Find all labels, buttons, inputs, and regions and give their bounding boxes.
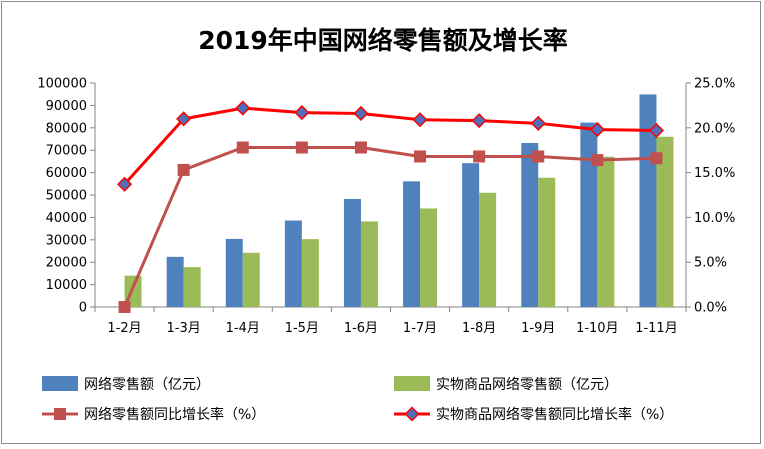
right-tick-label: 5.0%	[694, 256, 727, 271]
point-online-retail-growth-0	[118, 301, 131, 313]
legend-label-online-retail: 网络零售额（亿元）	[84, 377, 210, 393]
x-tick-label: 1-8月	[462, 321, 496, 336]
bar-online-retail-4	[343, 199, 361, 307]
point-physical-goods-growth-0	[116, 176, 133, 192]
point-online-retail-growth-6	[473, 150, 486, 163]
bar-physical-goods-7	[538, 177, 556, 307]
legend-label-online-retail-growth: 网络零售额同比增长率（%）	[84, 406, 265, 423]
bar-online-retail-8	[580, 122, 598, 307]
point-online-retail-growth-7	[532, 150, 545, 163]
legend-swatch-physical-goods	[394, 376, 430, 391]
bar-online-retail-5	[403, 181, 421, 307]
right-tick-label: 25.0%	[694, 77, 735, 92]
left-tick-label: 70000	[46, 144, 87, 159]
point-online-retail-growth-4	[354, 141, 367, 154]
right-tick-label: 20.0%	[694, 121, 735, 136]
left-tick-label: 50000	[46, 189, 87, 204]
x-tick-label: 1-10月	[576, 321, 619, 336]
left-tick-label: 60000	[46, 166, 87, 181]
line-series-online-retail-growth	[123, 146, 657, 308]
bar-physical-goods-5	[420, 208, 438, 307]
point-physical-goods-growth-2	[235, 100, 251, 116]
left-tick-label: 10000	[46, 278, 87, 293]
right-tick-label: 0.0%	[694, 301, 727, 316]
x-tick-label: 1-6月	[344, 321, 378, 336]
bar-physical-goods-4	[360, 221, 378, 307]
legend-swatch-online-retail	[42, 376, 78, 391]
left-tick-label: 0	[79, 301, 87, 316]
x-tick-label: 1-3月	[167, 321, 201, 336]
x-tick-label: 1-2月	[107, 321, 141, 336]
line-series-physical-goods-growth	[123, 106, 657, 186]
point-physical-goods-growth-3	[294, 105, 310, 121]
x-tick-label: 1-9月	[521, 321, 555, 336]
bar-physical-goods-1	[183, 267, 201, 307]
point-physical-goods-growth-7	[530, 115, 546, 131]
bar-online-retail-2	[225, 238, 243, 307]
x-tick-label: 1-11月	[635, 321, 678, 336]
bar-online-retail-1	[166, 256, 184, 307]
left-tick-label: 90000	[46, 99, 87, 114]
bar-online-retail-9	[639, 94, 657, 307]
point-online-retail-growth-1	[177, 163, 190, 176]
legend: 网络零售额（亿元） 实物商品网络零售额（亿元） 网络零售额同比增长率（%） 实物商品网…	[42, 376, 673, 423]
bar-physical-goods-3	[301, 239, 319, 307]
bar-physical-goods-2	[242, 252, 260, 307]
x-tick-label: 1-7月	[403, 321, 437, 336]
bar-physical-goods-6	[479, 192, 497, 307]
bar-physical-goods-8	[597, 156, 615, 307]
point-online-retail-growth-8	[591, 154, 604, 167]
legend-marker-online-retail-growth	[54, 408, 66, 420]
right-tick-label: 10.0%	[694, 211, 735, 226]
chart-title: 2019年中国网络零售额及增长率	[198, 26, 568, 55]
point-online-retail-growth-9	[650, 152, 663, 165]
point-physical-goods-growth-4	[353, 105, 369, 122]
legend-label-physical-goods: 实物商品网络零售额（亿元）	[436, 377, 618, 393]
point-online-retail-growth-3	[295, 141, 308, 154]
legend-label-physical-goods-growth: 实物商品网络零售额同比增长率（%）	[436, 406, 673, 423]
point-physical-goods-growth-6	[471, 113, 487, 129]
left-tick-label: 100000	[37, 77, 87, 92]
right-tick-label: 15.0%	[694, 166, 735, 181]
point-physical-goods-growth-9	[648, 122, 665, 139]
point-physical-goods-growth-1	[176, 111, 192, 127]
bar-online-retail-7	[521, 143, 539, 307]
point-online-retail-growth-5	[414, 150, 427, 163]
x-tick-label: 1-4月	[226, 321, 260, 336]
x-tick-label: 1-5月	[285, 321, 319, 336]
left-tick-label: 40000	[46, 211, 87, 226]
bar-online-retail-3	[284, 220, 302, 307]
legend-marker-physical-goods-growth	[404, 406, 420, 422]
bar-online-retail-6	[462, 163, 480, 307]
left-tick-label: 30000	[46, 233, 87, 248]
plot-area: 0 10000 20000 30000 40000 50000 60000 70000 8000…	[37, 77, 735, 337]
left-tick-label: 80000	[46, 121, 87, 136]
bar-physical-goods-9	[656, 136, 674, 307]
left-tick-label: 20000	[46, 256, 87, 271]
point-online-retail-growth-2	[236, 141, 249, 154]
point-physical-goods-growth-8	[589, 122, 605, 138]
point-physical-goods-growth-5	[412, 112, 428, 128]
